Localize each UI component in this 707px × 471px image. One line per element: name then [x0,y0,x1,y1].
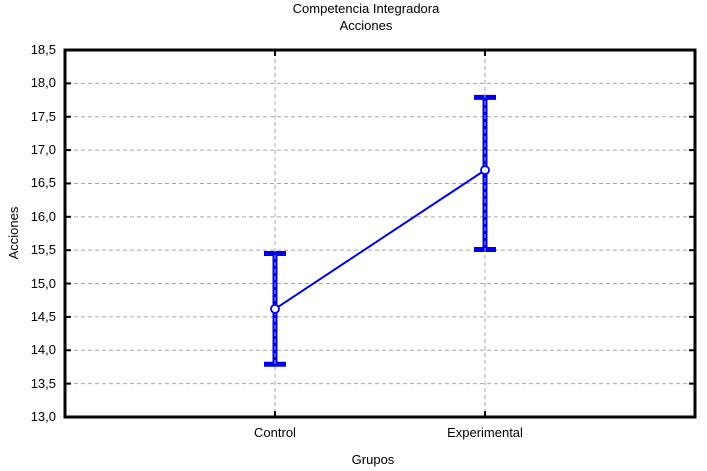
x-axis-title: Grupos [351,452,395,467]
y-tick-label: 16,5 [30,175,56,191]
y-tick-label: 18,0 [30,75,56,91]
y-tick-label: 14,0 [30,342,56,358]
y-axis-title: Acciones [6,206,21,260]
x-category-label: Control [254,425,296,440]
y-tick-label: 15,5 [30,242,56,258]
data-point-marker [480,165,490,176]
y-tick-label: 13,0 [30,409,56,424]
y-tick-label: 13,5 [30,375,56,391]
y-tick-label: 18,5 [30,42,56,57]
chart-title: Competencia Integradora [292,1,440,16]
x-category-label: Experimental [447,425,523,440]
y-tick-label: 14,5 [30,308,56,324]
plot-frame [63,48,697,419]
y-tick-label: 15,0 [30,275,56,291]
y-tick-label: 17,5 [30,108,56,124]
chart-title-block: Competencia Integradora Acciones [16,0,707,34]
y-tick-label: 17,0 [30,142,56,158]
y-tick-label: 16,0 [30,208,56,224]
data-point-marker [270,304,280,314]
chart-subtitle: Acciones [339,18,393,33]
series-line [274,169,486,310]
